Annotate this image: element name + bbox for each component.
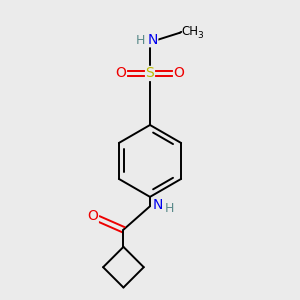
- Text: S: S: [146, 66, 154, 80]
- Text: H: H: [135, 34, 145, 47]
- Text: O: O: [116, 66, 126, 80]
- Text: 3: 3: [197, 31, 203, 40]
- Text: CH: CH: [181, 26, 198, 38]
- Text: H: H: [165, 202, 174, 215]
- Text: N: N: [153, 198, 163, 212]
- Text: O: O: [174, 66, 184, 80]
- Text: O: O: [87, 209, 98, 223]
- Text: N: N: [147, 33, 158, 47]
